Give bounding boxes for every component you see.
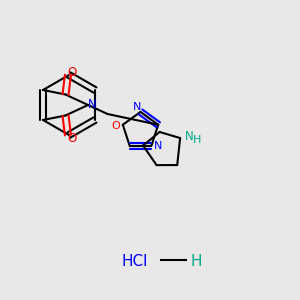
Text: H: H — [192, 134, 201, 145]
Text: O: O — [68, 131, 77, 145]
Text: HCl: HCl — [122, 254, 148, 268]
Text: N: N — [133, 102, 142, 112]
Text: H: H — [191, 254, 202, 268]
Text: O: O — [112, 121, 121, 131]
Text: O: O — [68, 65, 77, 79]
Text: N: N — [185, 130, 194, 143]
Text: N: N — [154, 140, 162, 151]
Text: N: N — [88, 98, 97, 112]
